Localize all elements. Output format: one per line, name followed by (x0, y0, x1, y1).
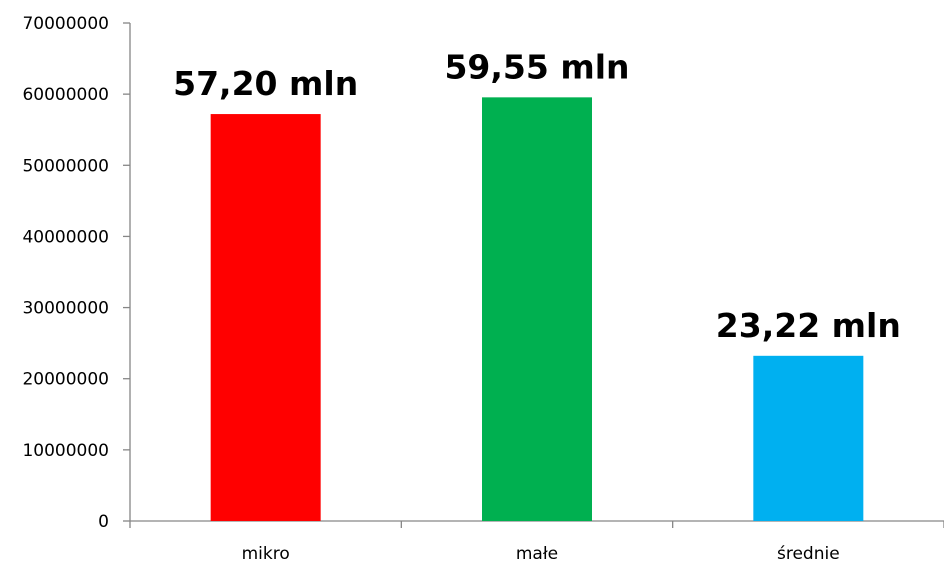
bar-value-label: 23,22 mln (716, 306, 901, 345)
bars (210, 97, 864, 521)
y-tick-label: 40000000 (22, 227, 109, 247)
data-labels: 57,20 mln 59,55 mln 23,22 mln (173, 47, 901, 344)
bar-3 (753, 355, 864, 521)
bar-value-label: 57,20 mln (173, 64, 358, 103)
y-tick-label: 20000000 (22, 370, 109, 390)
x-category-label: małe (516, 544, 558, 564)
y-tick-label: 70000000 (22, 14, 109, 34)
x-axis: mikro małe średnie (129, 520, 944, 564)
y-tick-label: 50000000 (22, 156, 109, 176)
bar-1 (210, 114, 321, 521)
bar-value-label: 59,55 mln (444, 47, 629, 86)
y-tick-label: 60000000 (22, 85, 109, 105)
y-tick-label: 30000000 (22, 299, 109, 319)
y-axis: 0 10000000 20000000 30000000 40000000 5000000… (22, 14, 131, 532)
y-tick-label: 0 (98, 512, 109, 532)
bar-2 (482, 97, 592, 521)
x-category-label: średnie (777, 544, 840, 564)
y-tick-label: 10000000 (22, 441, 109, 461)
x-category-label: mikro (242, 544, 290, 564)
